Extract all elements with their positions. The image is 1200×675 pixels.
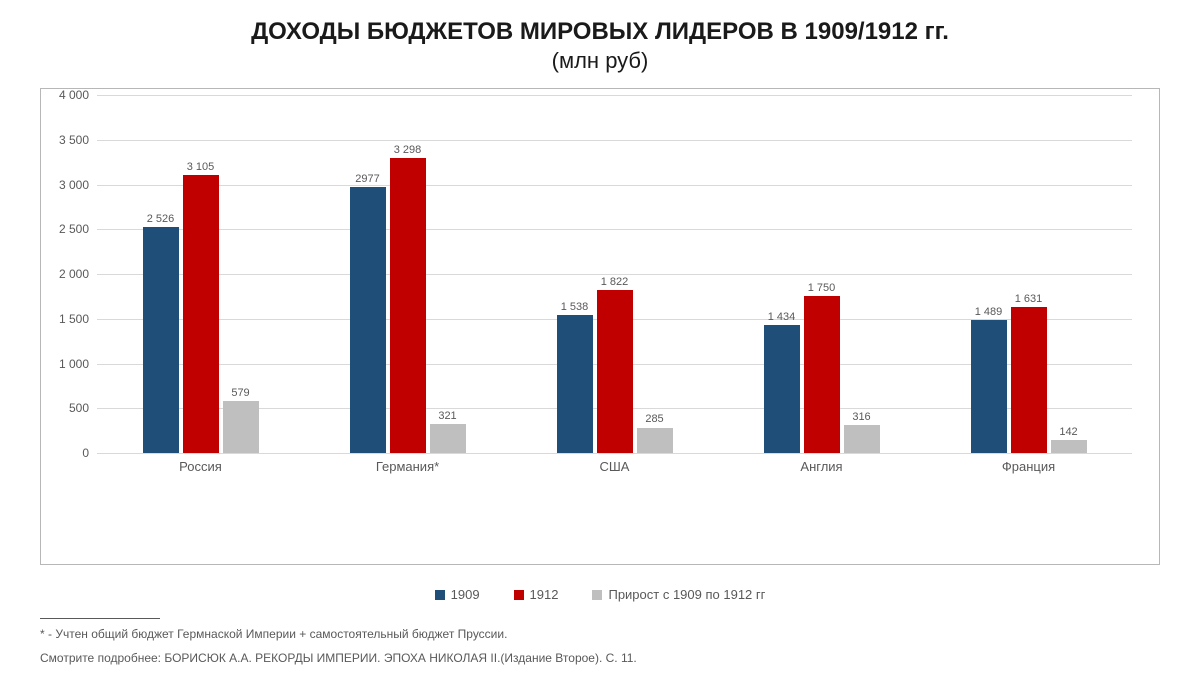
footnote-divider	[40, 618, 160, 619]
x-tick-label: Россия	[179, 453, 222, 474]
chart-title-line1: ДОХОДЫ БЮДЖЕТОВ МИРОВЫХ ЛИДЕРОВ В 1909/1…	[40, 18, 1160, 46]
y-tick-label: 2 500	[59, 222, 97, 236]
footnote-2: Смотрите подробнее: БОРИСЮК А.А. РЕКОРДЫ…	[40, 651, 1160, 665]
bar-value-label: 316	[852, 411, 870, 425]
gridline	[97, 140, 1132, 141]
bar	[637, 428, 673, 454]
legend-swatch	[514, 590, 524, 600]
y-tick-label: 3 500	[59, 133, 97, 147]
x-tick-label: Англия	[800, 453, 842, 474]
legend-item: 1912	[514, 587, 559, 602]
legend: 1909 1912 Прирост с 1909 по 1912 гг	[40, 587, 1160, 602]
legend-label: Прирост с 1909 по 1912 гг	[608, 587, 765, 602]
bar	[971, 320, 1007, 453]
y-tick-label: 3 000	[59, 178, 97, 192]
bar-value-label: 285	[645, 413, 663, 427]
gridline	[97, 274, 1132, 275]
legend-label: 1912	[530, 587, 559, 602]
bar	[350, 187, 386, 453]
y-tick-label: 1 000	[59, 357, 97, 371]
legend-swatch	[435, 590, 445, 600]
y-tick-label: 4 000	[59, 88, 97, 102]
bar-value-label: 1 489	[975, 306, 1003, 320]
bar-value-label: 1 538	[561, 301, 589, 315]
legend-item: Прирост с 1909 по 1912 гг	[592, 587, 765, 602]
bar-value-label: 2977	[355, 173, 379, 187]
y-tick-label: 2 000	[59, 267, 97, 281]
bar-value-label: 1 822	[601, 276, 629, 290]
bar	[597, 290, 633, 453]
bar	[557, 315, 593, 453]
bar	[1011, 307, 1047, 453]
y-tick-label: 500	[69, 401, 97, 415]
y-tick-label: 1 500	[59, 312, 97, 326]
bar-value-label: 579	[231, 387, 249, 401]
footnote-1: * - Учтен общий бюджет Гермнаской Импери…	[40, 627, 1160, 641]
bar	[804, 296, 840, 453]
bar	[390, 158, 426, 453]
bar-value-label: 321	[438, 410, 456, 424]
legend-label: 1909	[451, 587, 480, 602]
bar	[183, 175, 219, 453]
chart-title-line2: (млн руб)	[40, 48, 1160, 74]
bar-value-label: 3 105	[187, 161, 215, 175]
x-tick-label: Франция	[1002, 453, 1055, 474]
bar	[764, 325, 800, 453]
bar	[143, 227, 179, 453]
bar-value-label: 2 526	[147, 213, 175, 227]
x-tick-label: США	[600, 453, 630, 474]
bar-value-label: 1 750	[808, 282, 836, 296]
x-tick-label: Германия*	[376, 453, 439, 474]
bar	[430, 424, 466, 453]
bar-value-label: 1 631	[1015, 293, 1043, 307]
chart-container: 0 500 1 000 1 500 2 000 2 500 3 000 3 500 4 000 Р…	[40, 88, 1160, 565]
bar-value-label: 3 298	[394, 144, 422, 158]
gridline	[97, 229, 1132, 230]
bar-value-label: 142	[1059, 426, 1077, 440]
bar	[1051, 440, 1087, 453]
bar	[223, 401, 259, 453]
gridline	[97, 95, 1132, 96]
y-tick-label: 0	[82, 446, 97, 460]
plot-area: 05001 0001 5002 0002 5003 0003 5004 000Р…	[97, 95, 1132, 453]
page: ДОХОДЫ БЮДЖЕТОВ МИРОВЫХ ЛИДЕРОВ В 1909/1…	[0, 0, 1200, 675]
gridline	[97, 185, 1132, 186]
legend-item: 1909	[435, 587, 480, 602]
legend-swatch	[592, 590, 602, 600]
bar-value-label: 1 434	[768, 311, 796, 325]
bar	[844, 425, 880, 453]
